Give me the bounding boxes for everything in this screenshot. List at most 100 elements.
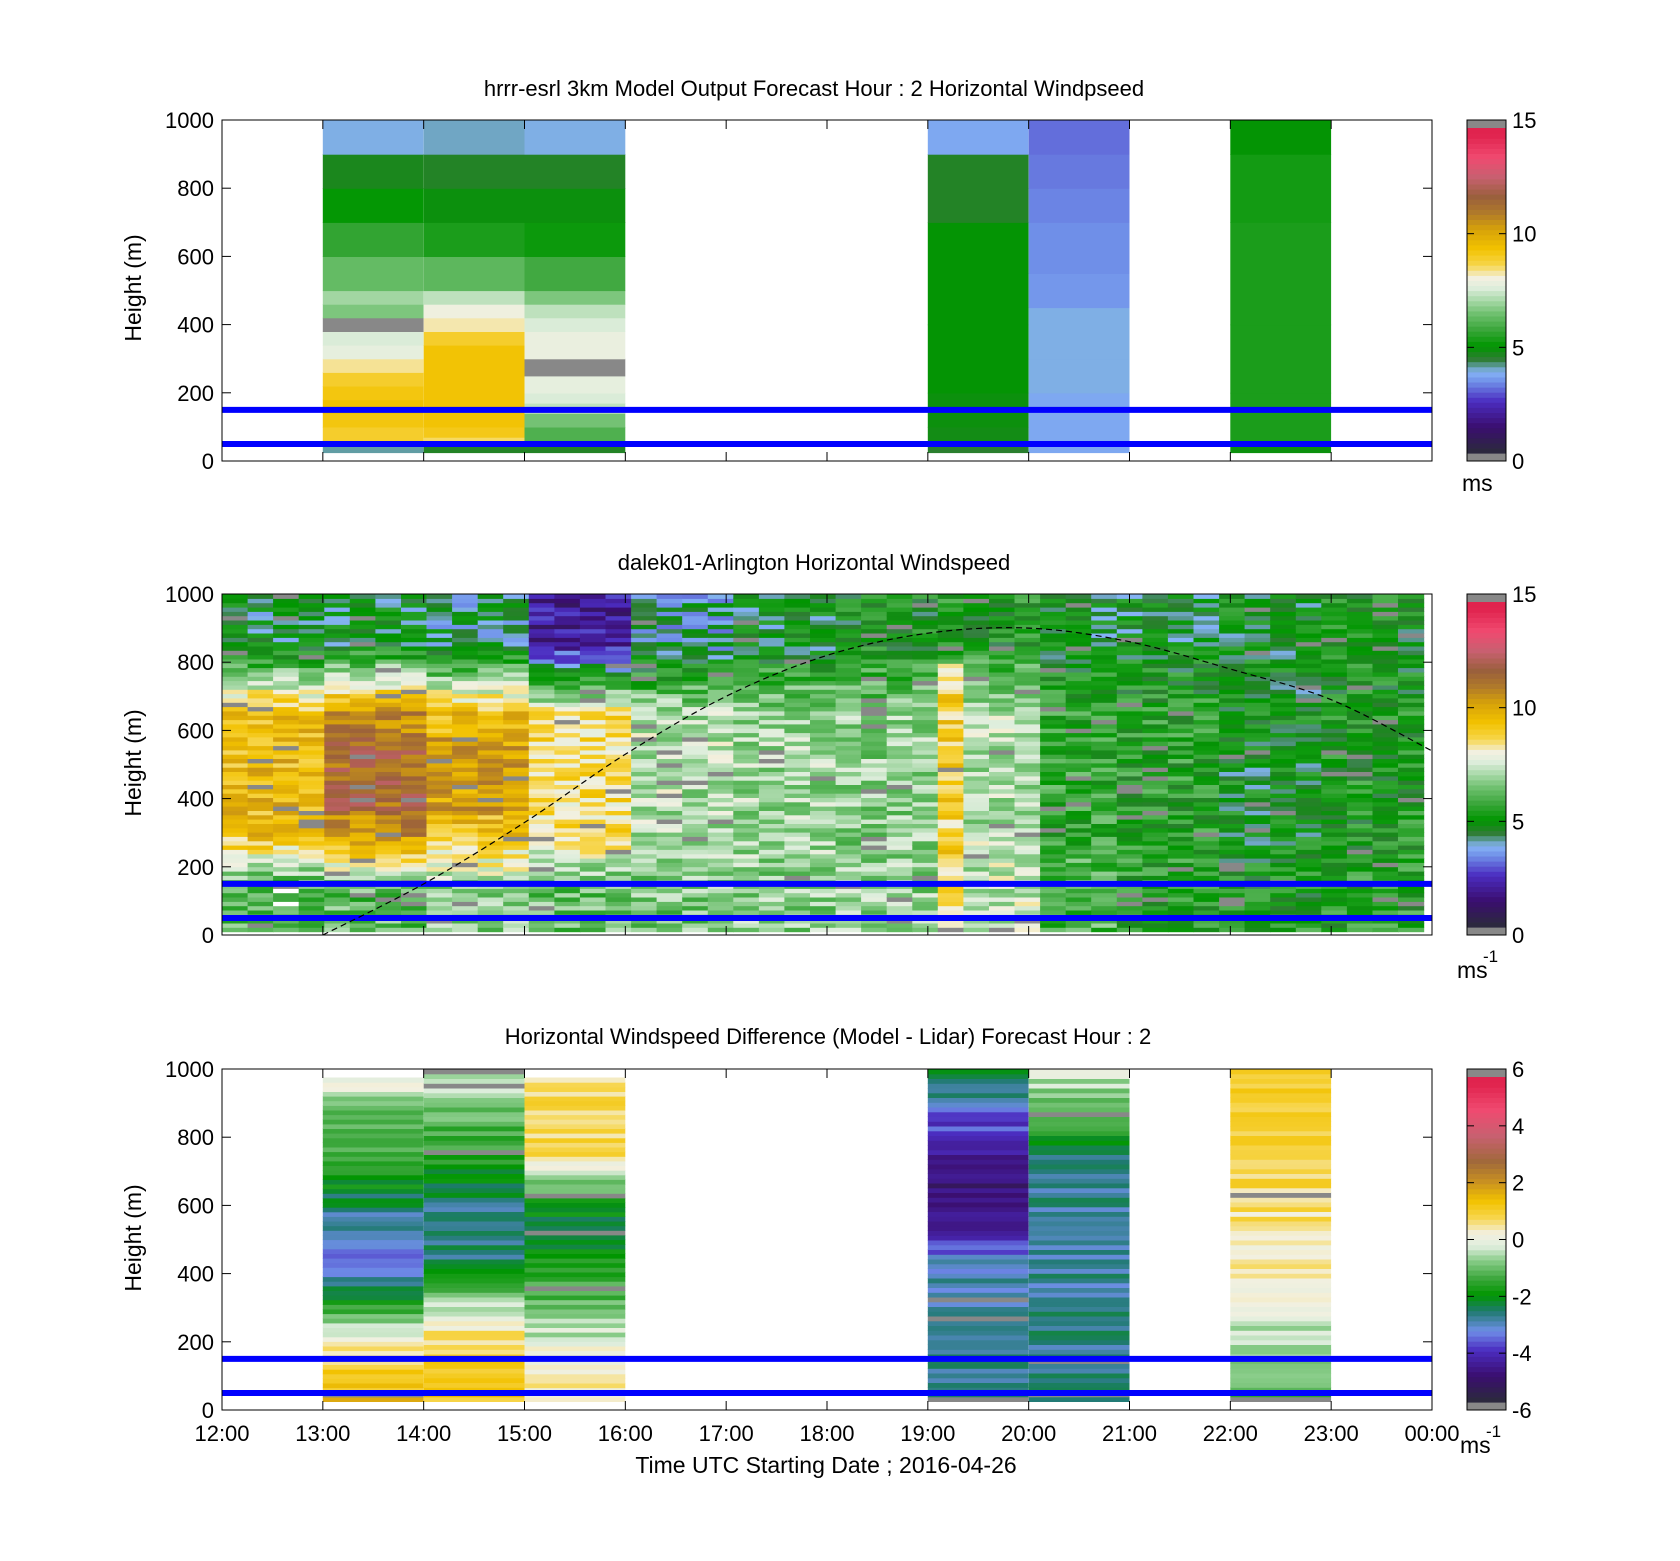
heatmap-cell (1193, 853, 1220, 859)
heatmap-cell (375, 762, 402, 768)
heatmap-cell (423, 1221, 525, 1227)
heatmap-cell (631, 689, 658, 695)
heatmap-cell (605, 823, 632, 829)
heatmap-cell (1014, 897, 1041, 902)
heatmap-cell (298, 849, 325, 855)
heatmap-cell (1346, 620, 1374, 625)
heatmap-cell (423, 1396, 525, 1402)
heatmap-cell (835, 728, 862, 734)
colorbar-step (1467, 183, 1506, 190)
heatmap-cell (401, 702, 428, 708)
heatmap-cell (784, 628, 811, 634)
heatmap-cell (503, 723, 530, 729)
heatmap-cell (1295, 892, 1322, 898)
heatmap-cell (1028, 1168, 1130, 1174)
heatmap-cell (733, 715, 760, 721)
heatmap-cell (682, 927, 709, 933)
heatmap-cell (989, 901, 1016, 907)
heatmap-cell (1295, 637, 1322, 643)
heatmap-cell (1346, 728, 1374, 734)
heatmap-cell (707, 771, 734, 777)
heatmap-cell (1167, 702, 1195, 708)
heatmap-cell (524, 1364, 626, 1370)
heatmap-cell (682, 702, 709, 708)
x-tick-label: 18:00 (799, 1421, 854, 1446)
heatmap-cell (733, 754, 760, 759)
heatmap-cell (1167, 650, 1195, 656)
heatmap-cell (322, 1295, 424, 1301)
heatmap-cell (222, 697, 249, 703)
heatmap-cell (733, 749, 760, 755)
heatmap-cell (322, 1244, 424, 1250)
heatmap-cell (1244, 858, 1271, 863)
heatmap-cell (452, 905, 479, 911)
heatmap-cell (1014, 823, 1041, 829)
heatmap-cell (1014, 927, 1041, 933)
colorbar-step (1467, 1127, 1506, 1134)
heatmap-cell (1040, 667, 1067, 673)
colorbar-step (1467, 1366, 1506, 1373)
heatmap-cell (1142, 823, 1169, 829)
heatmap-cell (452, 736, 479, 742)
heatmap-cell (733, 775, 760, 781)
heatmap-cell (1040, 762, 1067, 768)
heatmap-cell (1040, 741, 1067, 747)
heatmap-cell (426, 849, 453, 855)
heatmap-cell (426, 658, 453, 664)
heatmap-cell (861, 732, 888, 738)
heatmap-cell (927, 1197, 1029, 1203)
heatmap-cell (758, 620, 786, 625)
heatmap-cell (1040, 832, 1067, 837)
heatmap-cell (1040, 702, 1067, 708)
heatmap-cell (426, 671, 453, 677)
heatmap-cell (1372, 806, 1399, 811)
heatmap-cell (524, 1165, 626, 1171)
heatmap-cell (503, 624, 530, 630)
heatmap-cell (528, 909, 555, 915)
heatmap-cell (477, 736, 504, 742)
heatmap-cell (273, 892, 300, 898)
heatmap-cell (656, 849, 683, 855)
heatmap-cell (1091, 866, 1118, 872)
heatmap-cell (1398, 706, 1425, 712)
heatmap-cell (247, 633, 274, 638)
heatmap-cell (861, 620, 888, 625)
heatmap-cell (1219, 922, 1246, 928)
heatmap-cell (1028, 1078, 1130, 1084)
heatmap-cell (733, 836, 760, 842)
heatmap-cell (298, 658, 325, 664)
heatmap-cell (861, 598, 888, 604)
heatmap-cell (605, 801, 632, 807)
panel-model-boundary-lines (222, 406, 1432, 447)
heatmap-cell (1398, 832, 1425, 837)
heatmap-cell (1142, 784, 1169, 790)
heatmap-cell (524, 1179, 626, 1185)
heatmap-cell (1219, 819, 1246, 824)
heatmap-cell (631, 684, 658, 690)
heatmap-cell (273, 767, 300, 772)
heatmap-cell (1230, 1192, 1332, 1198)
heatmap-cell (1244, 832, 1271, 837)
colorbar-step (1467, 336, 1506, 342)
heatmap-cell (1244, 771, 1271, 777)
heatmap-cell (784, 897, 811, 902)
heatmap-cell (579, 871, 607, 876)
heatmap-cell (1295, 922, 1322, 928)
heatmap-cell (784, 624, 811, 630)
heatmap-cell (707, 684, 734, 690)
heatmap-cell (273, 845, 300, 850)
heatmap-cell (1295, 810, 1322, 816)
heatmap-cell (401, 693, 428, 699)
heatmap-cell (937, 671, 964, 677)
heatmap-cell (1116, 620, 1143, 625)
heatmap-cell (423, 331, 525, 346)
heatmap-cell (579, 810, 607, 816)
colorbar-step (1467, 708, 1506, 715)
heatmap-cell (733, 693, 760, 699)
heatmap-cell (426, 641, 453, 647)
heatmap-cell (452, 615, 479, 621)
heatmap-cell (1321, 641, 1348, 647)
heatmap-cell (631, 927, 658, 933)
heatmap-cell (401, 840, 428, 846)
